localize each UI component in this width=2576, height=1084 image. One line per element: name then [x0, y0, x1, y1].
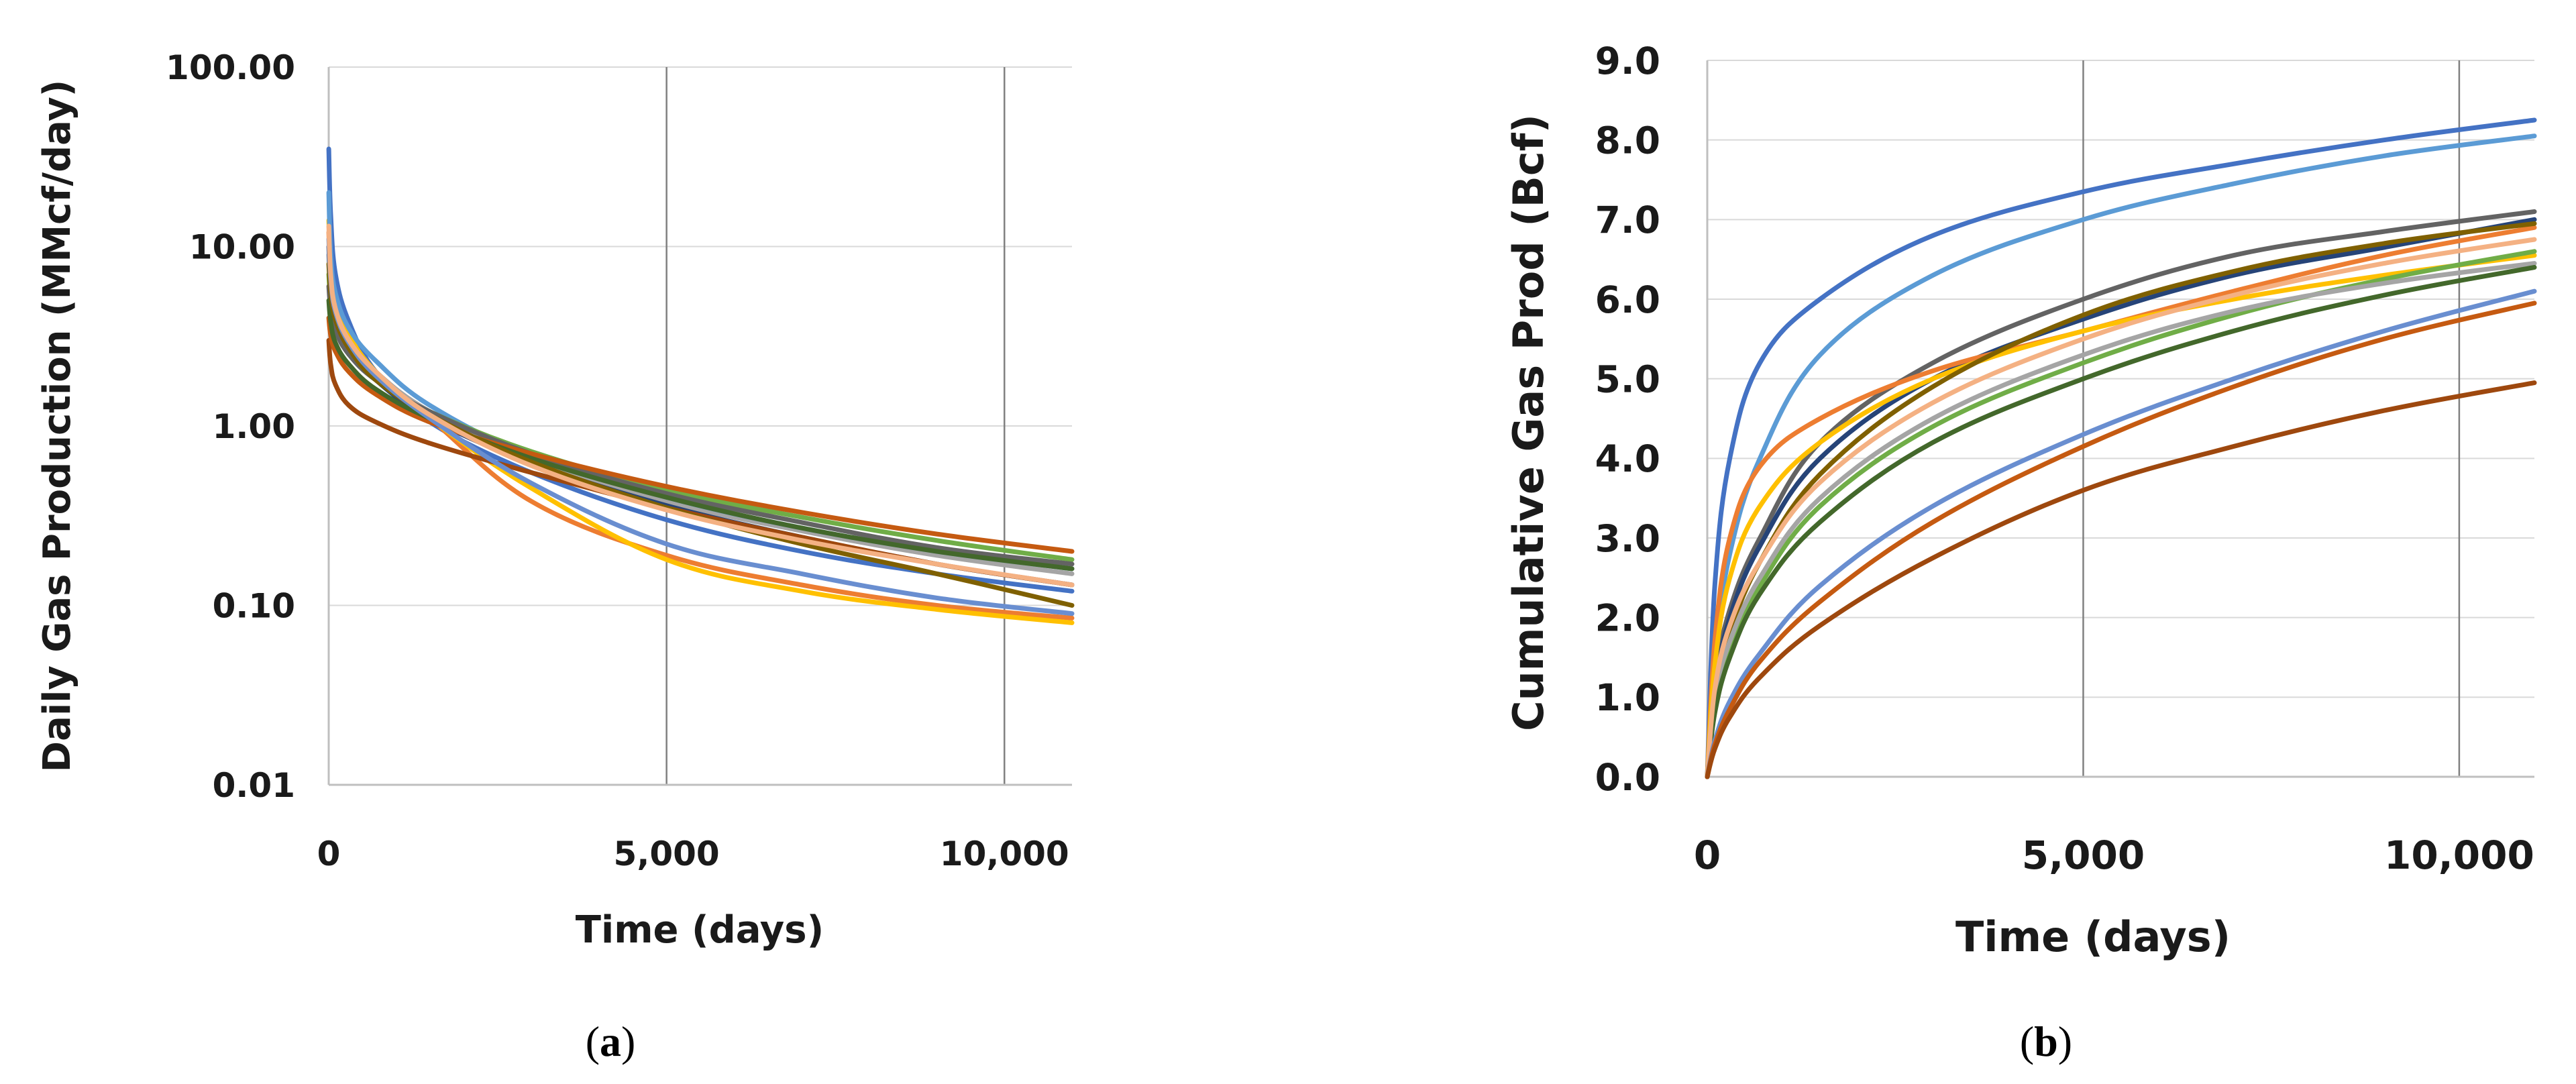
panel-b-series-line-9 [1705, 261, 2537, 779]
panel-b-x-ticks: 0 5,000 10,000 [1694, 832, 2534, 878]
panel-b-y-tick-label: 4.0 [1595, 437, 1660, 480]
panel-b-y-tick-label: 1.0 [1595, 676, 1660, 719]
panel-b-y-tick-label: 5.0 [1595, 358, 1660, 400]
chart-panel-a: 0.01 0.10 1.00 10.00 100.00 0 5,000 10,000 Tim… [36, 48, 1075, 1065]
panel-a-label: (a) [586, 1018, 636, 1065]
panel-a-y-tick-label: 1.00 [213, 407, 295, 446]
panel-b-y-tick-label: 7.0 [1595, 199, 1660, 241]
panel-b-series-line-1 [1705, 117, 2537, 779]
panel-b-y-tick-label: 9.0 [1595, 40, 1660, 83]
panel-b-axes [1706, 60, 2534, 778]
panel-b-series-line-12 [1705, 288, 2537, 779]
panel-b-x-axis-label: Time (days) [1955, 912, 2231, 961]
panel-b-series-line-2 [1705, 133, 2537, 779]
panel-b-grid [1707, 60, 2534, 777]
panel-b-series-line-14 [1705, 380, 2537, 779]
panel-a-series-line-10 [326, 315, 1075, 554]
panel-b-series-line-5 [1705, 225, 2537, 779]
panel-a-y-tick-label: 0.01 [213, 766, 295, 805]
panel-b-y-tick-label: 0.0 [1595, 756, 1660, 799]
panel-b-series-line-6 [1705, 253, 2537, 779]
panel-a-series-line-1 [326, 146, 1075, 594]
panel-a-x-tick-label: 5,000 [614, 834, 720, 873]
panel-a-y-tick-label: 0.10 [213, 587, 295, 626]
panel-a-x-ticks: 0 5,000 10,000 [317, 834, 1069, 873]
panel-b-x-tick-label: 10,000 [2384, 832, 2534, 878]
panel-b-label: (b) [2020, 1018, 2072, 1065]
panel-b-series-line-7 [1705, 221, 2537, 779]
panel-b-x-tick-label: 0 [1694, 832, 1721, 878]
panel-a-y-tick-label: 10.00 [189, 228, 295, 267]
chart-panel-b: 0.0 1.0 2.0 3.0 4.0 5.0 6.0 7.0 8.0 9.0 0 5,000 10,… [1504, 40, 2537, 1065]
panel-b-x-tick-label: 5,000 [2022, 832, 2145, 878]
panel-a-series [326, 146, 1075, 625]
panel-a-y-axis-label: Daily Gas Production (MMcf/day) [36, 80, 79, 773]
panel-b-y-ticks: 0.0 1.0 2.0 3.0 4.0 5.0 6.0 7.0 8.0 9.0 [1595, 40, 1660, 799]
panel-b-series-line-11 [1705, 237, 2537, 779]
panel-a-y-tick-label: 100.00 [166, 48, 295, 87]
panel-a-y-ticks: 0.01 0.10 1.00 10.00 100.00 [166, 48, 295, 805]
panel-b-series-line-10 [1705, 265, 2537, 779]
panel-b-y-tick-label: 6.0 [1595, 278, 1660, 321]
panel-b-y-tick-label: 2.0 [1595, 596, 1660, 639]
panel-b-y-axis-label: Cumulative Gas Prod (Bcf) [1504, 114, 1553, 731]
panel-b-y-tick-label: 3.0 [1595, 517, 1660, 560]
panel-a-x-tick-label: 0 [317, 834, 341, 873]
panel-a-x-axis-label: Time (days) [576, 908, 824, 952]
panel-b-series [1705, 117, 2537, 779]
panel-a-series-line-14 [326, 223, 1075, 588]
panel-a-series-line-11 [326, 298, 1075, 572]
panel-b-y-tick-label: 8.0 [1595, 119, 1660, 162]
panel-b-series-line-13 [1705, 301, 2537, 779]
panel-a-x-tick-label: 10,000 [940, 834, 1069, 873]
